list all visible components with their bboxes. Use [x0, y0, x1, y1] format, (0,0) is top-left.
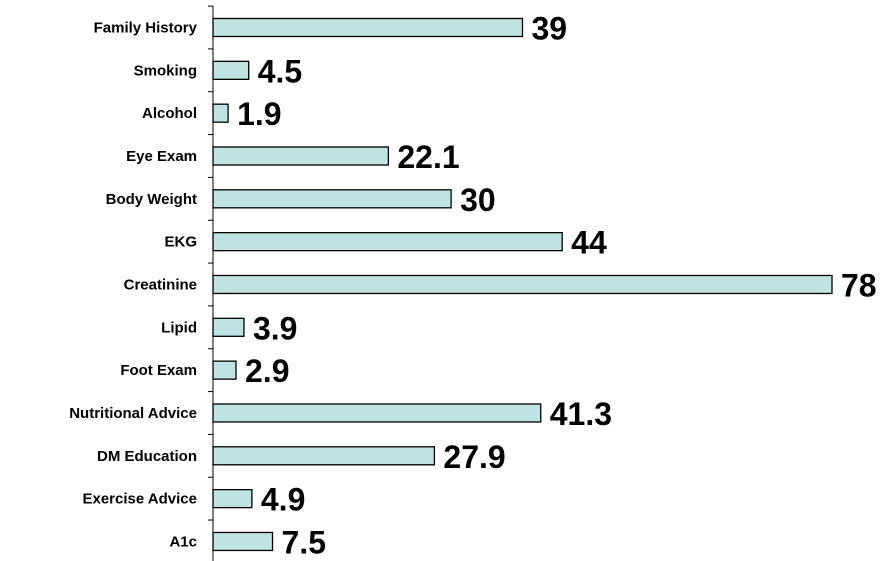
value-label-creatinine: 78	[841, 267, 877, 303]
value-label-body-weight: 30	[460, 182, 496, 218]
bar-ekg	[212, 231, 563, 252]
value-label-lipid: 3.9	[253, 310, 297, 346]
category-label-eye-exam: Eye Exam	[126, 148, 197, 165]
value-labels: 39 4.5 1.9 22.130 44 78 3.9 2.9 41.3 27.9 4.9 7.5	[237, 11, 877, 561]
value-label-eye-exam: 22.1	[397, 139, 459, 175]
bar-family-history	[212, 17, 524, 38]
bar-nutritional-advice	[212, 403, 542, 423]
bar-smoking	[212, 60, 250, 80]
category-label-family-history: Family History	[94, 20, 198, 37]
category-label-creatinine: Creatinine	[124, 276, 197, 293]
value-label-foot-exam: 2.9	[245, 353, 289, 389]
category-label-exercise-advice: Exercise Advice	[82, 491, 197, 508]
category-label-body-weight: Body Weight	[106, 191, 197, 208]
value-label-smoking: 4.5	[258, 53, 302, 89]
value-label-alcohol: 1.9	[237, 96, 281, 132]
value-label-ekg: 44	[571, 225, 607, 261]
category-labels: Family History Smoking Alcohol Eye Exam Body…	[69, 20, 197, 551]
category-label-alcohol: Alcohol	[142, 105, 197, 122]
bar-a1c	[212, 531, 274, 552]
value-label-a1c: 7.5	[282, 524, 326, 560]
value-label-exercise-advice: 4.9	[261, 482, 305, 518]
category-label-foot-exam: Foot Exam	[120, 362, 197, 379]
category-label-ekg: EKG	[164, 234, 197, 251]
category-label-nutritional-advice: Nutritional Advice	[69, 405, 197, 422]
category-label-a1c: A1c	[169, 533, 197, 550]
bar-creatinine	[212, 274, 833, 295]
bar-body-weight	[212, 189, 452, 209]
bar-foot-exam	[212, 360, 237, 380]
category-label-lipid: Lipid	[161, 319, 197, 336]
bar-lipid	[212, 317, 245, 337]
value-label-dm-education: 27.9	[443, 439, 505, 475]
bar-eye-exam	[212, 146, 390, 166]
value-label-family-history: 39	[532, 11, 568, 47]
bar-alcohol	[212, 103, 229, 123]
category-label-dm-education: DM Education	[97, 448, 197, 465]
category-label-smoking: Smoking	[134, 62, 197, 79]
category-axis	[208, 5, 214, 561]
bar-exercise-advice	[212, 488, 253, 509]
bars	[212, 17, 833, 552]
bar-dm-education	[212, 446, 436, 466]
value-label-nutritional-advice: 41.3	[550, 396, 612, 432]
